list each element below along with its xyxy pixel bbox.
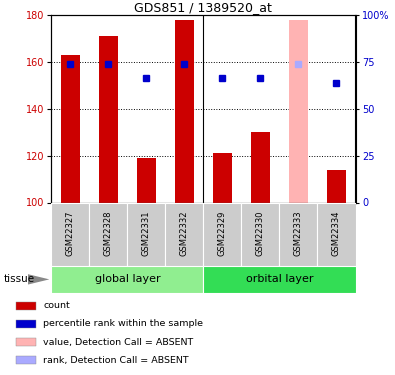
Text: GSM22329: GSM22329	[218, 210, 227, 256]
Text: GSM22332: GSM22332	[180, 210, 189, 256]
Bar	[203, 266, 356, 292]
Text: GSM22330: GSM22330	[256, 210, 265, 256]
Bar	[203, 202, 241, 266]
Text: GSM22328: GSM22328	[104, 210, 113, 256]
Text: global layer: global layer	[94, 274, 160, 284]
Bar	[127, 202, 166, 266]
Text: percentile rank within the sample: percentile rank within the sample	[43, 320, 203, 328]
Bar	[327, 170, 346, 202]
Polygon shape	[28, 274, 49, 285]
Bar	[51, 266, 203, 292]
Title: GDS851 / 1389520_at: GDS851 / 1389520_at	[134, 1, 273, 14]
Bar	[289, 20, 308, 203]
Text: GSM22333: GSM22333	[294, 210, 303, 256]
Bar	[89, 202, 127, 266]
Text: value, Detection Call = ABSENT: value, Detection Call = ABSENT	[43, 338, 194, 346]
Text: GSM22334: GSM22334	[332, 210, 341, 256]
Text: count: count	[43, 302, 70, 310]
Text: tissue: tissue	[4, 274, 35, 284]
Text: orbital layer: orbital layer	[246, 274, 313, 284]
Bar	[137, 158, 156, 203]
Bar	[15, 320, 36, 328]
Bar	[175, 20, 194, 203]
Bar	[51, 202, 89, 266]
Bar	[166, 202, 203, 266]
Bar	[241, 202, 279, 266]
Bar	[15, 338, 36, 346]
Bar	[251, 132, 270, 202]
Bar	[61, 55, 80, 202]
Text: GSM22331: GSM22331	[142, 210, 151, 256]
Bar	[279, 202, 318, 266]
Bar	[15, 356, 36, 364]
Bar	[318, 202, 356, 266]
Text: rank, Detection Call = ABSENT: rank, Detection Call = ABSENT	[43, 356, 189, 364]
Bar	[213, 153, 232, 203]
Text: GSM22327: GSM22327	[66, 210, 75, 256]
Bar	[15, 302, 36, 310]
Bar	[99, 36, 118, 203]
